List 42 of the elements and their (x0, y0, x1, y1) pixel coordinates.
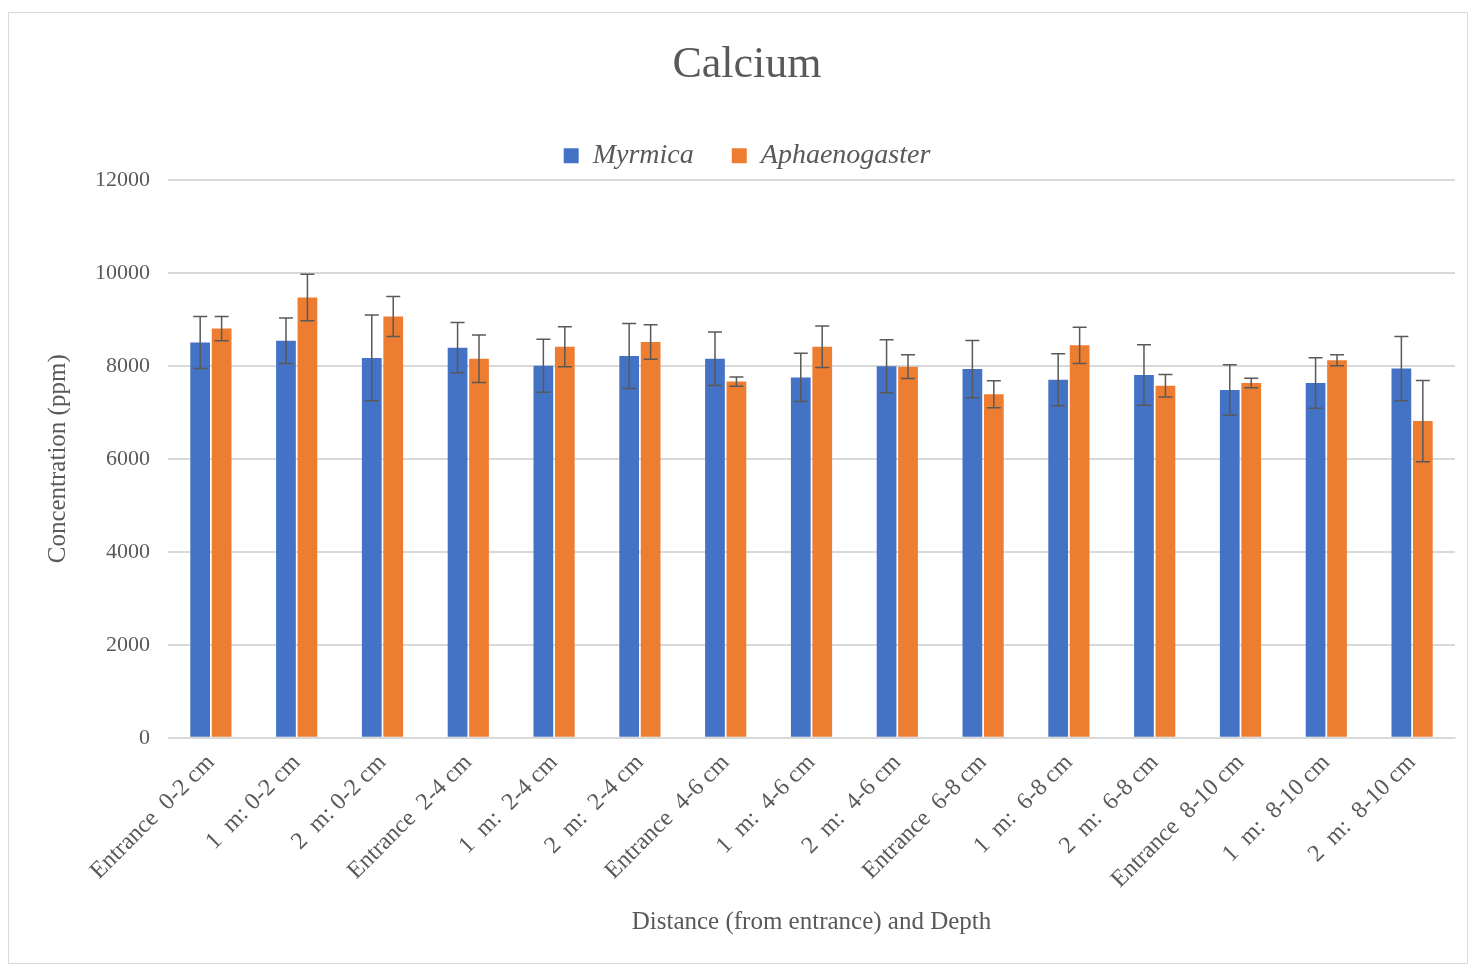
bar (1155, 385, 1176, 737)
bar (361, 357, 382, 737)
bar (276, 340, 296, 737)
bar (447, 347, 468, 737)
bar (619, 356, 640, 737)
y-tick-label: 8000 (106, 351, 150, 377)
bar (190, 342, 211, 737)
bar (1327, 360, 1347, 737)
bar (383, 316, 404, 737)
bar (962, 369, 983, 737)
bar (1219, 389, 1240, 737)
y-tick-label: 10000 (95, 258, 150, 284)
chart-title: Calcium (672, 37, 822, 87)
bar (211, 328, 232, 737)
bar (1069, 345, 1090, 737)
bar (1412, 421, 1433, 737)
y-tick-label: 6000 (106, 444, 150, 470)
bar (1048, 379, 1069, 737)
bar (469, 358, 489, 737)
x-axis-title: Distance (from entrance) and Depth (631, 906, 992, 935)
y-tick-label: 2000 (106, 630, 150, 656)
bar (705, 358, 725, 737)
bar (898, 366, 918, 737)
legend-label: Aphaenogaster (758, 138, 931, 170)
y-tick-label: 4000 (106, 537, 150, 563)
bar (1305, 382, 1326, 737)
bar (640, 342, 661, 737)
bar (876, 366, 897, 737)
bar (297, 297, 318, 737)
bar (726, 381, 747, 737)
legend-label: Myrmica (591, 138, 694, 170)
bar (812, 346, 833, 737)
bar (533, 365, 554, 737)
bar (1391, 368, 1412, 737)
bar (790, 377, 811, 737)
bar (1134, 375, 1154, 737)
bar (1241, 382, 1262, 737)
y-tick-label: 12000 (95, 165, 150, 191)
bar (554, 346, 575, 737)
y-tick-label: 0 (139, 723, 150, 749)
bar (983, 394, 1004, 737)
y-axis-title: Concentration (ppm) (42, 354, 71, 564)
